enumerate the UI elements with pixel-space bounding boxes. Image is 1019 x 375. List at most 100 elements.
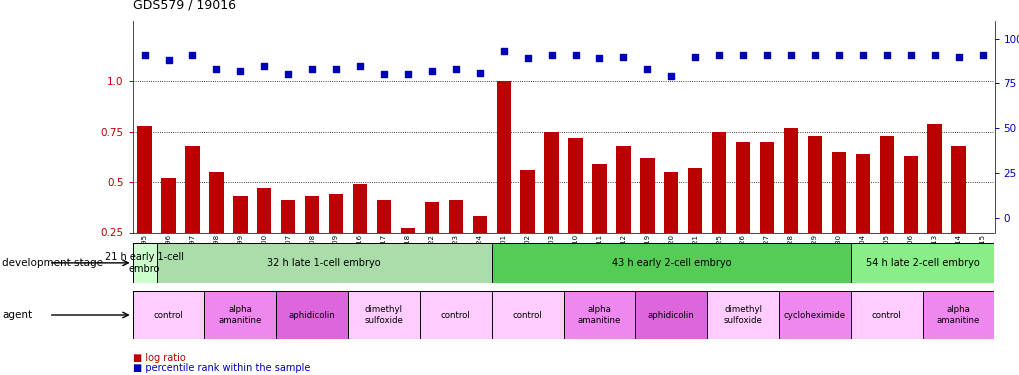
- Text: control: control: [513, 310, 542, 320]
- Point: [639, 66, 655, 72]
- Text: aphidicolin: aphidicolin: [647, 310, 694, 320]
- Bar: [922, 291, 994, 339]
- Bar: [903, 156, 917, 232]
- Bar: [448, 200, 463, 232]
- Text: control: control: [154, 310, 183, 320]
- Point: [543, 52, 559, 58]
- Point: [782, 52, 798, 58]
- Text: ■ percentile rank within the sample: ■ percentile rank within the sample: [132, 363, 310, 373]
- Bar: [353, 184, 367, 232]
- Bar: [491, 243, 850, 283]
- Point: [710, 52, 727, 58]
- Bar: [305, 196, 319, 232]
- Bar: [138, 126, 152, 232]
- Bar: [615, 146, 630, 232]
- Point: [591, 56, 607, 62]
- Point: [973, 52, 989, 58]
- Bar: [855, 154, 869, 232]
- Text: 32 h late 1-cell embryo: 32 h late 1-cell embryo: [267, 258, 380, 268]
- Bar: [156, 243, 491, 283]
- Point: [280, 72, 297, 78]
- Bar: [878, 136, 893, 232]
- Point: [328, 66, 344, 72]
- Point: [687, 54, 703, 60]
- Point: [877, 52, 894, 58]
- Point: [304, 66, 320, 72]
- Bar: [520, 170, 534, 232]
- Point: [160, 57, 176, 63]
- Point: [256, 63, 272, 69]
- Point: [184, 52, 201, 58]
- Point: [806, 52, 822, 58]
- Point: [519, 56, 535, 62]
- Bar: [974, 232, 988, 257]
- Bar: [807, 136, 821, 232]
- Point: [423, 68, 439, 74]
- Bar: [376, 200, 391, 232]
- Bar: [347, 291, 420, 339]
- Text: 54 h late 2-cell embryo: 54 h late 2-cell embryo: [865, 258, 978, 268]
- Bar: [783, 128, 798, 232]
- Bar: [328, 194, 343, 232]
- Point: [950, 54, 966, 60]
- Text: ■ log ratio: ■ log ratio: [132, 353, 185, 363]
- Bar: [185, 146, 200, 232]
- Bar: [706, 291, 779, 339]
- Bar: [688, 168, 702, 232]
- Point: [495, 48, 512, 54]
- Point: [375, 72, 391, 78]
- Bar: [233, 196, 248, 232]
- Point: [471, 70, 487, 76]
- Bar: [400, 228, 415, 232]
- Bar: [592, 164, 606, 232]
- Point: [925, 52, 942, 58]
- Text: control: control: [440, 310, 470, 320]
- Text: dimethyl
sulfoxide: dimethyl sulfoxide: [364, 305, 404, 325]
- Point: [758, 52, 774, 58]
- Point: [567, 52, 583, 58]
- Point: [399, 72, 416, 78]
- Bar: [759, 142, 773, 232]
- Bar: [711, 132, 726, 232]
- Point: [352, 63, 368, 69]
- Bar: [209, 172, 223, 232]
- Text: alpha
amanitine: alpha amanitine: [218, 305, 262, 325]
- Text: control: control: [871, 310, 901, 320]
- Text: development stage: development stage: [2, 258, 103, 268]
- Point: [208, 66, 224, 72]
- Bar: [926, 123, 941, 232]
- Bar: [161, 178, 175, 232]
- Bar: [830, 152, 845, 232]
- Bar: [281, 200, 296, 232]
- Bar: [257, 188, 271, 232]
- Text: agent: agent: [2, 310, 33, 320]
- Text: GDS579 / 19016: GDS579 / 19016: [132, 0, 235, 11]
- Bar: [544, 132, 558, 232]
- Bar: [635, 291, 706, 339]
- Text: dimethyl
sulfoxide: dimethyl sulfoxide: [722, 305, 762, 325]
- Bar: [850, 291, 922, 339]
- Bar: [640, 158, 654, 232]
- Point: [829, 52, 846, 58]
- Text: aphidicolin: aphidicolin: [288, 310, 335, 320]
- Bar: [424, 202, 438, 232]
- Point: [232, 68, 249, 74]
- Bar: [568, 138, 582, 232]
- Text: alpha
amanitine: alpha amanitine: [577, 305, 621, 325]
- Point: [662, 73, 679, 79]
- Point: [614, 54, 631, 60]
- Point: [137, 52, 153, 58]
- Point: [447, 66, 464, 72]
- Bar: [850, 243, 994, 283]
- Text: alpha
amanitine: alpha amanitine: [936, 305, 979, 325]
- Bar: [779, 291, 850, 339]
- Bar: [132, 243, 156, 283]
- Bar: [736, 142, 750, 232]
- Bar: [663, 172, 678, 232]
- Bar: [491, 291, 564, 339]
- Bar: [951, 146, 965, 232]
- Bar: [132, 291, 204, 339]
- Bar: [420, 291, 491, 339]
- Text: 43 h early 2-cell embryo: 43 h early 2-cell embryo: [611, 258, 731, 268]
- Bar: [276, 291, 347, 339]
